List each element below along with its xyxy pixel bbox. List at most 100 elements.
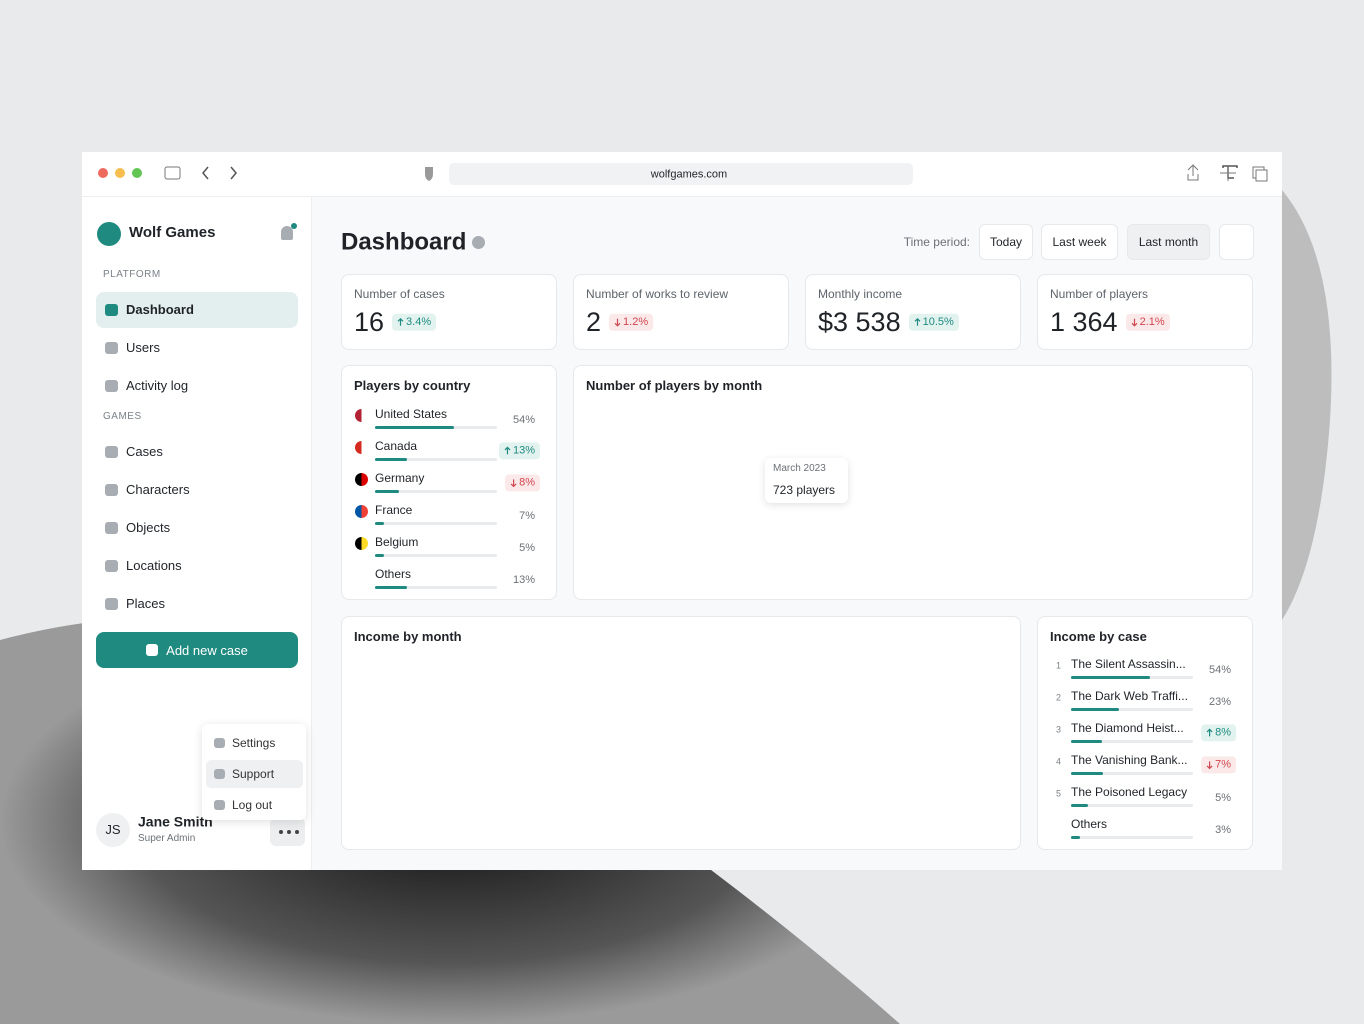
row-name: Others (1071, 816, 1108, 831)
stat-label: Number of cases (354, 286, 445, 301)
badge-wrap: 8% (505, 473, 540, 492)
nav-item[interactable]: Activity log (126, 378, 189, 394)
stat-card (573, 274, 789, 350)
section-label: GAMES (103, 411, 142, 422)
badge-text: 7% (1215, 758, 1231, 771)
rank: 4 (1056, 756, 1062, 767)
menu-icon (214, 800, 225, 810)
badge-text: 54% (1208, 663, 1231, 676)
badge-text: 5% (1215, 791, 1231, 804)
trend-badge: 8% (1201, 724, 1236, 742)
row-name: The Diamond Heist... (1071, 720, 1184, 735)
trend-badge: 5% (514, 540, 540, 557)
bar-track (375, 554, 497, 557)
row-name: Germany (375, 470, 425, 485)
badge-text: 23% (1208, 695, 1231, 708)
bell-icon[interactable] (281, 226, 293, 240)
trend-badge: 3.4% (392, 313, 437, 331)
rank: 5 (1056, 788, 1062, 799)
badge-text: 8% (1215, 726, 1231, 739)
row-name: The Poisoned Legacy (1071, 784, 1188, 799)
row-name: The Dark Web Traffi... (1071, 688, 1188, 703)
period-button[interactable]: Last week (1041, 224, 1118, 260)
brand: Wolf Games (129, 224, 216, 241)
menu-item[interactable]: Log out (232, 797, 273, 812)
user-role: Super Admin (138, 833, 196, 844)
menu-item[interactable]: Support (232, 766, 275, 781)
rank: 3 (1056, 724, 1062, 735)
bar (375, 426, 455, 429)
page-title: Dashboard (341, 228, 467, 256)
card-title: Players by country (354, 378, 471, 394)
stat-row: $3 538 10.5% (818, 306, 959, 338)
nav-icon (105, 380, 118, 392)
flag (355, 441, 368, 454)
nav-item[interactable]: Characters (126, 482, 190, 498)
badge-text: 54% (512, 413, 535, 426)
button-label: Add new case (166, 642, 248, 658)
bar-track (1071, 836, 1193, 839)
bar-track (375, 490, 497, 493)
nav-active-bg (96, 292, 298, 328)
badge-text: 10.5% (922, 315, 954, 328)
stat-card (1037, 274, 1253, 350)
trend-arrow (397, 317, 404, 326)
trend-arrow (1131, 318, 1138, 327)
flag (355, 537, 368, 550)
period-text: Today (989, 235, 1023, 249)
dot (279, 830, 283, 834)
badge-text: 13% (512, 444, 535, 457)
trend-arrow (504, 446, 511, 455)
url[interactable]: wolfgames.com (650, 168, 728, 181)
tooltip (765, 458, 848, 503)
bar-track (1071, 772, 1193, 775)
add-case-button[interactable]: Add new case (96, 632, 298, 668)
badge-text: 7% (519, 509, 535, 522)
menu-item[interactable]: Settings (232, 735, 276, 750)
nav-item[interactable]: Locations (126, 558, 182, 574)
badge-wrap: 7% (1201, 755, 1236, 774)
trend-badge: 2.1% (1125, 313, 1170, 331)
stat-label: Number of players (1050, 286, 1149, 301)
nav-item[interactable]: Users (126, 340, 160, 356)
nav-icon (105, 598, 118, 610)
trend-arrow (1206, 761, 1213, 770)
nav-icon (105, 560, 118, 572)
trend-badge: 13% (508, 572, 540, 589)
stat-value: 16 (354, 306, 385, 337)
stat-card (341, 274, 557, 350)
stat-row: 2 1.2% (586, 306, 654, 338)
stat-row: 16 3.4% (354, 306, 437, 338)
badge-text: 8% (519, 476, 535, 489)
row-name: United States (375, 406, 448, 421)
bar (375, 458, 407, 461)
badge-text: 3.4% (406, 315, 432, 328)
nav-item[interactable]: Dashboard (126, 302, 194, 318)
avatar-initials: JS (105, 822, 121, 838)
trend-badge: 7% (514, 508, 540, 525)
period-button[interactable]: Last month (1127, 224, 1210, 260)
period-text: Last month (1138, 235, 1199, 249)
badge-text: 13% (512, 573, 535, 586)
badge-wrap: 7% (514, 505, 540, 525)
badge-text: 1.2% (623, 315, 649, 328)
income-card (341, 616, 1021, 850)
bar (375, 522, 384, 525)
trend-badge: 13% (498, 442, 540, 460)
nav-item[interactable]: Objects (126, 520, 171, 536)
flag (355, 409, 368, 422)
toolbar: wolfgames.com (82, 152, 1282, 197)
badge-wrap: 13% (508, 569, 540, 589)
filter-button[interactable] (1219, 224, 1254, 260)
nav-icon (105, 304, 118, 316)
nav-item[interactable]: Cases (126, 444, 163, 460)
trend-badge: 8% (505, 474, 540, 492)
nav-item[interactable]: Places (126, 596, 166, 612)
stat-value: $3 538 (818, 306, 901, 337)
info-icon (472, 236, 485, 249)
stat-row: 1 364 2.1% (1050, 306, 1170, 338)
period-label: Time period: (903, 234, 970, 249)
menu-icon (214, 769, 225, 779)
period-button[interactable]: Today (979, 224, 1033, 260)
bar-track (1071, 740, 1193, 743)
